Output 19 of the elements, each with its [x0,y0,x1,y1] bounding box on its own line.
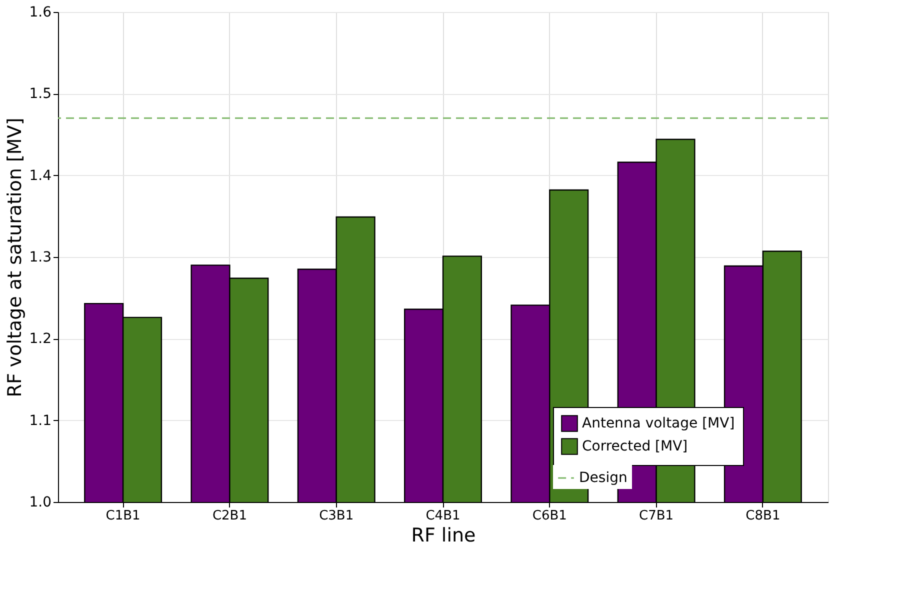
legend-label: Design [579,470,628,486]
y-tick-label: 1.1 [29,412,52,429]
y-tick-label: 1.0 [29,494,52,510]
x-tick-label: C7B1 [639,508,674,524]
y-tick-label: 1.4 [29,168,52,184]
y-tick-label: 1.3 [29,250,52,266]
x-axis-title: RF line [411,524,476,546]
x-tick-label: C1B1 [106,508,140,524]
y-tick-label: 1.6 [29,4,52,20]
x-tick-label: C4B1 [426,508,460,524]
x-tick-label: C8B1 [746,508,780,524]
y-tick-label: 1.2 [29,331,52,348]
legend-label: Antenna voltage [MV] [582,416,735,432]
x-tick-label: C3B1 [319,508,354,524]
x-tick-label: C2B1 [212,508,247,524]
legend-label: Corrected [MV] [582,438,688,454]
y-tick-label: 1.5 [29,86,52,102]
y-axis-title: RF voltage at saturation [MV] [4,118,26,398]
x-tick-label: C6B1 [532,508,567,524]
